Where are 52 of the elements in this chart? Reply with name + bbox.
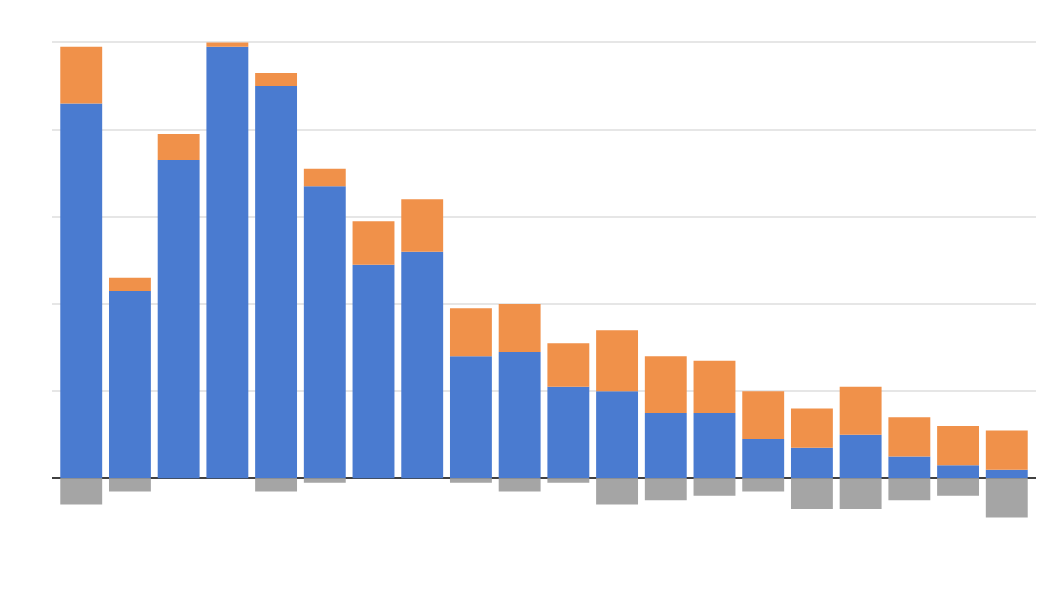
bar <box>693 360 736 413</box>
bar <box>596 391 639 479</box>
bar <box>109 478 151 492</box>
bar <box>449 308 492 357</box>
bar <box>547 343 590 387</box>
bar <box>109 290 151 479</box>
bar <box>937 426 979 466</box>
bar <box>790 478 833 509</box>
bar <box>742 391 785 440</box>
bar <box>937 478 979 496</box>
bar <box>157 133 200 161</box>
bar <box>401 199 444 252</box>
bar <box>790 447 833 479</box>
bar <box>985 430 1028 470</box>
bar <box>498 478 541 492</box>
bar <box>693 412 736 479</box>
bar <box>206 46 249 479</box>
bar <box>693 478 736 496</box>
bar <box>352 264 395 479</box>
bar <box>255 478 298 492</box>
bar <box>255 86 298 479</box>
bar <box>742 439 785 479</box>
bar <box>644 356 687 413</box>
bar <box>547 386 590 479</box>
bar <box>109 277 151 291</box>
bar <box>401 251 444 479</box>
bar <box>60 46 103 104</box>
bar <box>839 434 882 479</box>
bar <box>937 465 979 479</box>
bar <box>839 386 882 435</box>
bar <box>60 478 103 505</box>
bar <box>839 478 882 509</box>
bar <box>303 168 346 187</box>
bar <box>596 330 639 392</box>
bar <box>498 303 541 352</box>
bar <box>790 408 833 448</box>
bar <box>888 417 931 457</box>
bar <box>157 160 200 479</box>
bar <box>888 456 931 479</box>
bar <box>498 351 541 479</box>
bar <box>985 478 1028 518</box>
bar <box>888 478 931 501</box>
bar <box>303 186 346 479</box>
bar <box>985 469 1028 479</box>
bar <box>352 221 395 265</box>
bar <box>644 412 687 479</box>
bar <box>742 478 785 492</box>
bar <box>60 103 103 479</box>
bar <box>596 478 639 505</box>
bar <box>449 356 492 479</box>
bar <box>644 478 687 501</box>
bar <box>255 72 298 86</box>
